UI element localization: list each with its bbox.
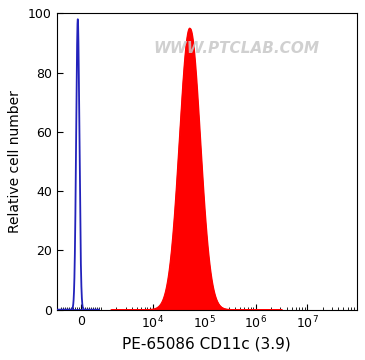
Y-axis label: Relative cell number: Relative cell number <box>8 90 22 233</box>
Text: WWW.PTCLAB.COM: WWW.PTCLAB.COM <box>154 41 320 57</box>
X-axis label: PE-65086 CD11c (3.9): PE-65086 CD11c (3.9) <box>122 337 291 352</box>
